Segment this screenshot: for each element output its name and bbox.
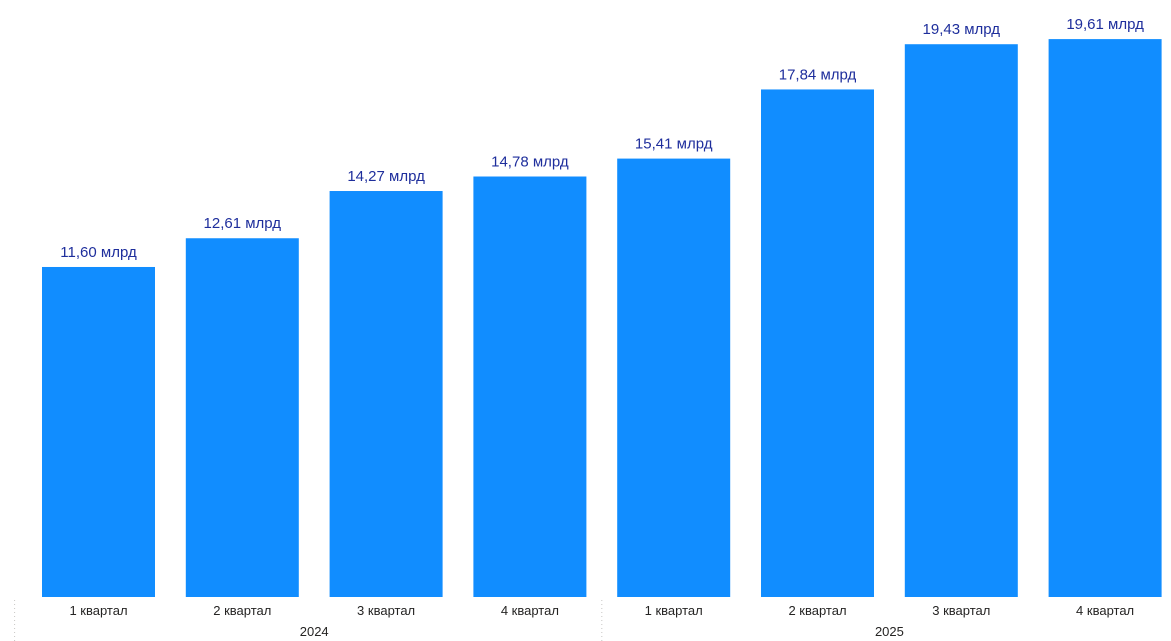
bar-4[interactable] [473, 176, 587, 597]
x-tick-label-2: 2 квартал [213, 603, 271, 618]
data-label-5: 15,41 млрд [635, 136, 713, 153]
x-tick-label-1: 1 квартал [69, 603, 127, 618]
data-label-8: 19,61 млрд [1066, 16, 1144, 33]
x-tick-label-3: 3 квартал [357, 603, 415, 618]
bar-7[interactable] [904, 44, 1018, 598]
x-tick-label-5: 1 квартал [645, 603, 703, 618]
x-axis: 1 квартал 2 квартал 3 квартал 4 квартал 1 кв… [14, 600, 1134, 641]
x-tick-label-8: 4 квартал [1076, 603, 1134, 618]
x-group-label-2: 2025 [875, 624, 904, 639]
data-label-2: 12,61 млрд [204, 215, 282, 232]
bar-2[interactable] [185, 238, 299, 598]
bar-3[interactable] [329, 191, 443, 597]
x-group-label-1: 2024 [300, 624, 329, 639]
data-label-4: 14,78 млрд [491, 154, 569, 171]
bars-layer [42, 39, 1162, 598]
data-labels-layer: 11,60 млрд 12,61 млрд 14,27 млрд 14,78 млрд… [60, 16, 1144, 261]
bar-6[interactable] [761, 89, 874, 598]
bar-5[interactable] [617, 158, 731, 597]
data-label-7: 19,43 млрд [923, 21, 1001, 38]
data-label-3: 14,27 млрд [347, 168, 425, 185]
data-label-1: 11,60 млрд [60, 244, 137, 261]
data-label-6: 17,84 млрд [779, 66, 857, 83]
bar-8[interactable] [1048, 39, 1162, 597]
x-tick-label-4: 4 квартал [501, 603, 559, 618]
x-tick-label-6: 2 квартал [788, 603, 846, 618]
bar-1[interactable] [42, 266, 155, 597]
x-tick-label-7: 3 квартал [932, 603, 990, 618]
